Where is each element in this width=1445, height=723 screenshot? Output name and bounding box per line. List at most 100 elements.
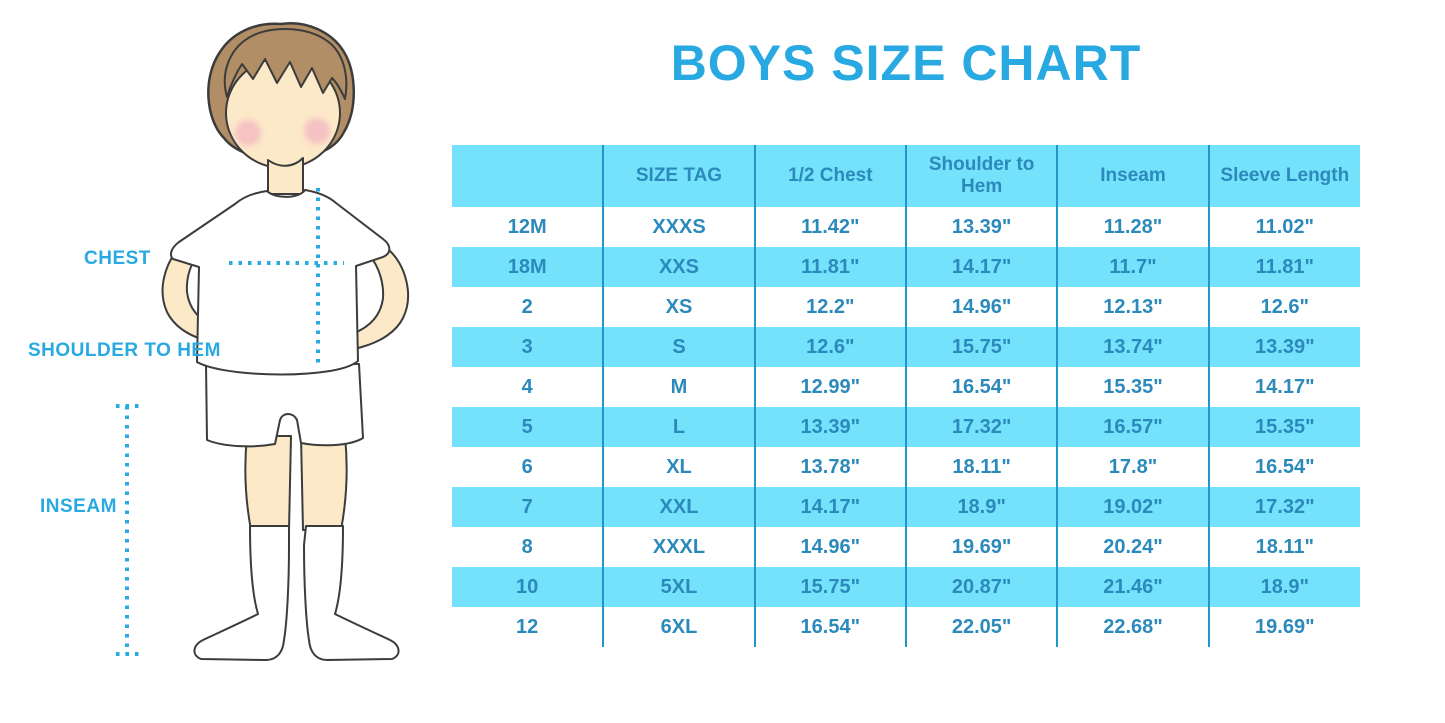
page-title: BOYS SIZE CHART (670, 35, 1142, 91)
value-cell: L (602, 407, 755, 447)
value-cell: 18.11" (1207, 527, 1360, 567)
value-cell: 16.57" (1056, 407, 1209, 447)
value-cell: 20.24" (1056, 527, 1209, 567)
value-cell: 18.9" (1207, 567, 1360, 607)
column-header (452, 145, 604, 207)
value-cell: 12.2" (753, 287, 906, 327)
left-sock (193, 525, 290, 661)
value-cell: 13.39" (904, 207, 1058, 247)
value-cell: 15.75" (753, 567, 906, 607)
value-cell: 12.6" (1207, 287, 1360, 327)
column-header: 1/2 Chest (753, 145, 906, 207)
value-cell: 18.11" (904, 447, 1058, 487)
size-table: SIZE TAG 1/2 Chest Shoulder to Hem Inseam Sl… (452, 145, 1360, 647)
value-cell: XS (602, 287, 755, 327)
value-cell: 14.17" (753, 487, 906, 527)
value-cell: S (602, 327, 755, 367)
size-cell: 5 (452, 407, 604, 447)
size-table-container: SIZE TAG 1/2 Chest Shoulder to Hem Inseam Sl… (452, 145, 1360, 647)
value-cell: M (602, 367, 755, 407)
column-header: Inseam (1056, 145, 1209, 207)
value-cell: 17.32" (1207, 487, 1360, 527)
value-cell: 11.28" (1056, 207, 1209, 247)
table-body: 12M XXXS 11.42" 13.39" 11.28" 11.02" 18M XXS 11.… (452, 207, 1360, 647)
size-cell: 7 (452, 487, 604, 527)
value-cell: 16.54" (904, 367, 1058, 407)
table-header-row: SIZE TAG 1/2 Chest Shoulder to Hem Inseam Sl… (452, 145, 1360, 207)
hair-fringe (223, 27, 348, 100)
value-cell: 14.17" (1207, 367, 1360, 407)
table-row: 8 XXXL 14.96" 19.69" 20.24" 18.11" (452, 527, 1360, 567)
value-cell: 15.35" (1207, 407, 1360, 447)
shoulder-to-hem-label: SHOULDER TO HEM (28, 340, 221, 361)
boy-illustration (116, 21, 410, 661)
right-leg (300, 435, 348, 531)
value-cell: 16.54" (1207, 447, 1360, 487)
value-cell: 19.69" (1207, 607, 1360, 647)
inseam-label: INSEAM (40, 496, 117, 517)
value-cell: 12.99" (753, 367, 906, 407)
value-cell: 20.87" (904, 567, 1058, 607)
table-row: 4 M 12.99" 16.54" 15.35" 14.17" (452, 367, 1360, 407)
size-cell: 2 (452, 287, 604, 327)
left-leg (244, 435, 292, 531)
table-row: 10 5XL 15.75" 20.87" 21.46" 18.9" (452, 567, 1360, 607)
value-cell: 12.13" (1056, 287, 1209, 327)
table-header: SIZE TAG 1/2 Chest Shoulder to Hem Inseam Sl… (452, 145, 1360, 207)
value-cell: 6XL (602, 607, 755, 647)
neck (267, 157, 304, 195)
value-cell: 17.32" (904, 407, 1058, 447)
size-cell: 12M (452, 207, 604, 247)
value-cell: 22.68" (1056, 607, 1209, 647)
cheeks (235, 118, 330, 146)
table-row: 12 6XL 16.54" 22.05" 22.68" 19.69" (452, 607, 1360, 647)
right-sock (303, 525, 400, 661)
value-cell: 14.96" (904, 287, 1058, 327)
value-cell: 14.96" (753, 527, 906, 567)
table-row: 6 XL 13.78" 18.11" 17.8" 16.54" (452, 447, 1360, 487)
value-cell: 18.9" (904, 487, 1058, 527)
value-cell: 15.35" (1056, 367, 1209, 407)
value-cell: 11.42" (753, 207, 906, 247)
value-cell: XXXS (602, 207, 755, 247)
size-cell: 8 (452, 527, 604, 567)
t-shirt (170, 189, 391, 376)
value-cell: 19.02" (1056, 487, 1209, 527)
value-cell: XXS (602, 247, 755, 287)
value-cell: 19.69" (904, 527, 1058, 567)
column-header: SIZE TAG (602, 145, 755, 207)
size-cell: 4 (452, 367, 604, 407)
size-cell: 12 (452, 607, 604, 647)
value-cell: 15.75" (904, 327, 1058, 367)
value-cell: XXXL (602, 527, 755, 567)
column-header: Sleeve Length (1207, 145, 1360, 207)
value-cell: 13.74" (1056, 327, 1209, 367)
value-cell: 13.78" (753, 447, 906, 487)
table-row: 12M XXXS 11.42" 13.39" 11.28" 11.02" (452, 207, 1360, 247)
table-row: 2 XS 12.2" 14.96" 12.13" 12.6" (452, 287, 1360, 327)
chest-label: CHEST (84, 248, 151, 269)
value-cell: 11.81" (1207, 247, 1360, 287)
size-cell: 6 (452, 447, 604, 487)
value-cell: 14.17" (904, 247, 1058, 287)
shorts (205, 363, 364, 448)
value-cell: 17.8" (1056, 447, 1209, 487)
table-row: 5 L 13.39" 17.32" 16.57" 15.35" (452, 407, 1360, 447)
size-cell: 18M (452, 247, 604, 287)
value-cell: 5XL (602, 567, 755, 607)
value-cell: 13.39" (1207, 327, 1360, 367)
value-cell: 11.02" (1207, 207, 1360, 247)
column-header: Shoulder to Hem (904, 145, 1058, 207)
value-cell: 22.05" (904, 607, 1058, 647)
value-cell: 11.81" (753, 247, 906, 287)
value-cell: XL (602, 447, 755, 487)
value-cell: 16.54" (753, 607, 906, 647)
value-cell: 11.7" (1056, 247, 1209, 287)
value-cell: 12.6" (753, 327, 906, 367)
value-cell: 13.39" (753, 407, 906, 447)
table-row: 7 XXL 14.17" 18.9" 19.02" 17.32" (452, 487, 1360, 527)
size-cell: 10 (452, 567, 604, 607)
size-cell: 3 (452, 327, 604, 367)
value-cell: XXL (602, 487, 755, 527)
